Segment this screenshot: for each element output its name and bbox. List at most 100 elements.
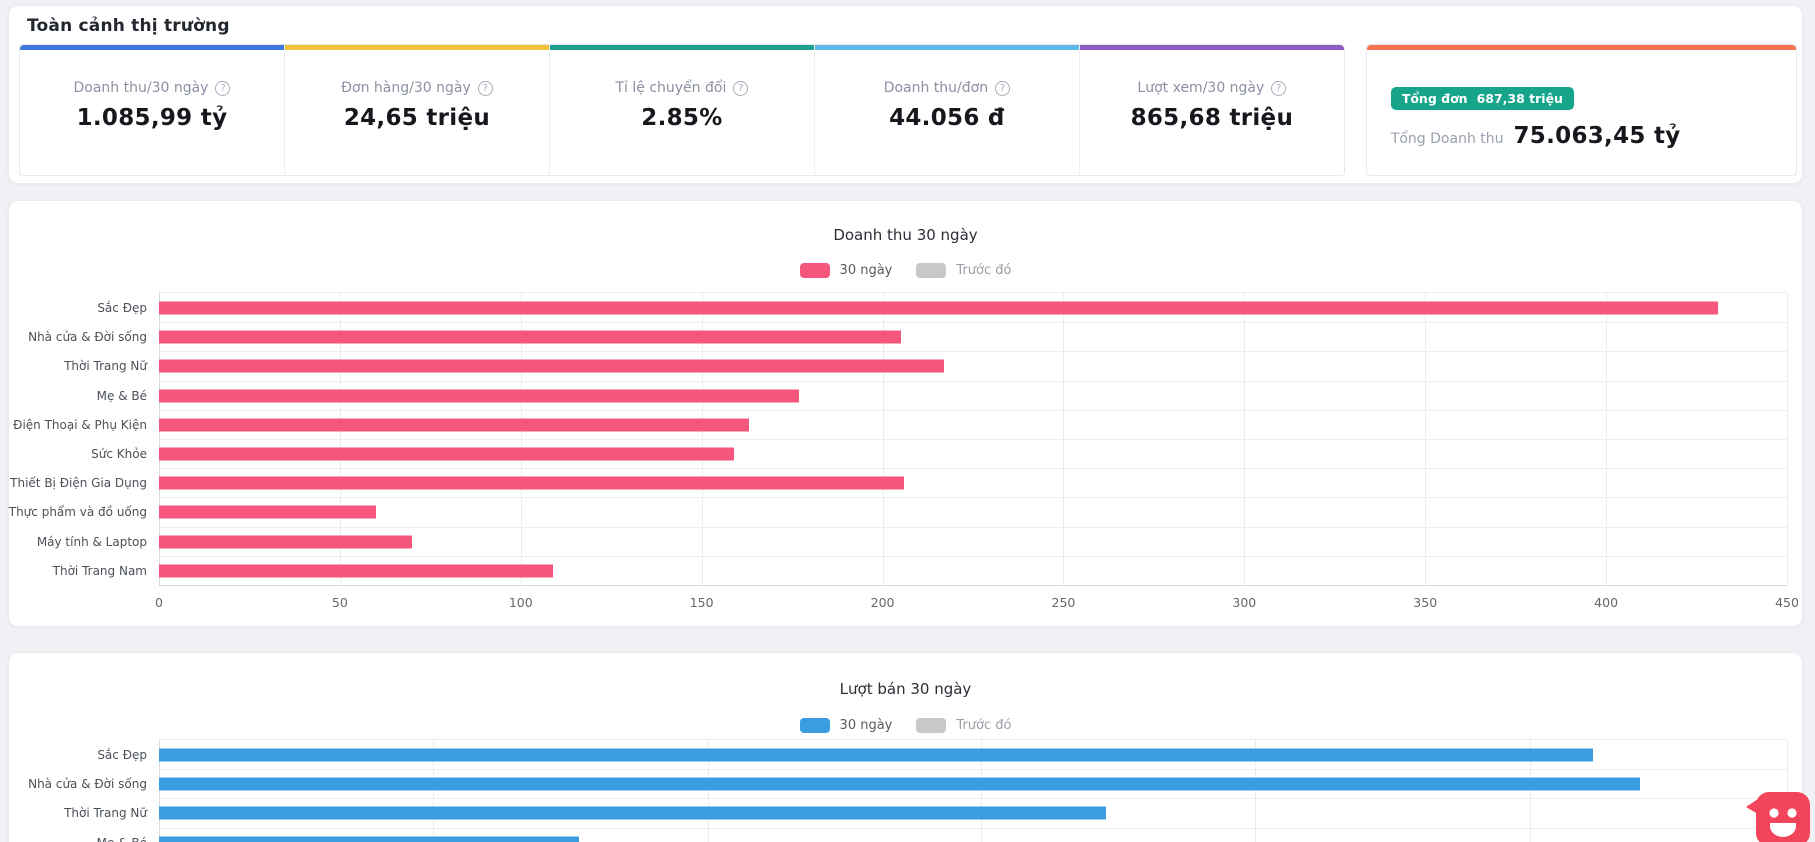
revenue-chart-title: Doanh thu 30 ngày — [833, 226, 978, 244]
revenue-chart-panel: Doanh thu 30 ngày 30 ngày Trước đó Sắc Đ… — [8, 200, 1803, 627]
sales-chart-legend: 30 ngày Trước đó — [9, 718, 1802, 733]
kpi-accent-strip — [1079, 45, 1344, 50]
kpi-accent-strip — [284, 45, 549, 50]
help-icon[interactable]: ? — [995, 80, 1011, 96]
kpi-value: 865,68 triệu — [1130, 105, 1294, 131]
legend-swatch-current[interactable] — [799, 718, 830, 733]
legend-label-current[interactable]: 30 ngày — [839, 718, 893, 733]
sales-chart-panel: Lượt bán 30 ngày 30 ngày Trước đó Sắc Đẹ… — [8, 652, 1803, 842]
bar-70[interactable] — [159, 535, 413, 549]
bar-205[interactable] — [159, 330, 901, 344]
kpi-card-1: Đơn hàng/30 ngày? 24,65 triệu — [284, 45, 550, 175]
x-tick-label: 150 — [689, 594, 714, 610]
help-icon[interactable]: ? — [1271, 80, 1287, 96]
bar-91pct[interactable] — [159, 777, 1641, 791]
gridline — [1254, 740, 1256, 842]
kpi-value: 24,65 triệu — [343, 105, 491, 131]
bar-217[interactable] — [159, 359, 945, 373]
category-label: Thời Trang Nam — [52, 563, 147, 578]
total-orders-badge-label: Tổng đơn — [1401, 91, 1468, 106]
gridline — [981, 740, 983, 842]
kpi-value: 2.85% — [641, 105, 723, 131]
bar-26pct[interactable] — [159, 836, 580, 842]
help-icon[interactable]: ? — [733, 80, 749, 96]
gridline — [1787, 293, 1788, 585]
chart-row: Sắc Đẹp — [97, 740, 1787, 769]
revenue-chart-plot: Sắc Đẹp Nhà cửa & Đời sống Thời Trang Nữ Mẹ… — [9, 292, 1788, 586]
market-overview-panel: Toàn cảnh thị trường Doanh thu/30 ngày? 1… — [8, 5, 1803, 184]
kpi-card-4: Lượt xem/30 ngày? 865,68 triệu — [1079, 45, 1344, 175]
chart-row: Thời Trang Nam — [53, 555, 1787, 585]
total-revenue-label: Tổng Doanh thu — [1390, 131, 1504, 147]
x-tick-label: 100 — [508, 594, 533, 610]
category-label: Mẹ & Bé — [97, 836, 147, 842]
legend-swatch-current[interactable] — [799, 263, 830, 278]
gridline — [432, 740, 434, 842]
bar-163[interactable] — [159, 418, 749, 432]
category-label: Nhà cửa & Đời sống — [28, 330, 147, 345]
sales-chart-plot: Sắc Đẹp Nhà cửa & Đời sống Thời Trang Nữ Mẹ… — [28, 739, 1788, 842]
kpi-label: Doanh thu/đơn? — [884, 80, 1011, 96]
bar-431[interactable] — [159, 301, 1719, 315]
x-tick-label: 300 — [1232, 594, 1257, 610]
chart-row: Điện Thoại & Phụ Kiện — [13, 409, 1787, 439]
total-orders-badge-value: 687,38 triệu — [1476, 91, 1563, 106]
kpi-accent-strip — [814, 45, 1079, 50]
total-revenue-value: 75.063,45 tỷ — [1513, 123, 1681, 149]
bar-159[interactable] — [159, 447, 735, 461]
gridline — [707, 740, 709, 842]
category-label: Thiết Bị Điện Gia Dụng — [10, 476, 147, 491]
kpi-label: Doanh thu/30 ngày? — [74, 80, 231, 96]
kpi-label: Tỉ lệ chuyển đổi? — [615, 80, 749, 96]
chat-smiley-icon — [1746, 792, 1810, 842]
kpi-accent-strip — [20, 45, 284, 50]
bar-177[interactable] — [159, 389, 800, 403]
category-label: Điện Thoại & Phụ Kiện — [13, 417, 147, 432]
revenue-chart-x-axis: 0 50 100 150 200 250 300 350 400 450 — [155, 586, 1799, 612]
x-tick-label: 50 — [331, 594, 348, 610]
kpi-accent-strip — [549, 45, 814, 50]
category-label: Nhà cửa & Đời sống — [28, 777, 147, 792]
kpi-label: Đơn hàng/30 ngày? — [341, 80, 493, 96]
gridline — [159, 740, 160, 842]
legend-swatch-previous[interactable] — [916, 263, 947, 278]
category-label: Thời Trang Nữ — [64, 359, 147, 374]
bar-109[interactable] — [159, 564, 554, 578]
legend-label-current[interactable]: 30 ngày — [839, 263, 893, 278]
legend-label-previous[interactable]: Trước đó — [956, 263, 1012, 278]
bar-88pct[interactable] — [159, 748, 1594, 762]
gridline — [1529, 740, 1531, 842]
page-title: Toàn cảnh thị trường — [27, 16, 230, 36]
category-label: Sắc Đẹp — [97, 747, 147, 762]
chat-widget-button[interactable] — [1746, 790, 1812, 842]
legend-label-previous[interactable]: Trước đó — [956, 718, 1012, 733]
kpi-card-2: Tỉ lệ chuyển đổi? 2.85% — [549, 45, 815, 175]
gridline — [1787, 740, 1788, 842]
chart-row: Mẹ & Bé — [97, 827, 1787, 842]
total-card-accent-strip — [1366, 45, 1796, 50]
bar-58pct[interactable] — [159, 806, 1107, 820]
category-label: Mẹ & Bé — [96, 388, 147, 403]
chart-row: Nhà cửa & Đời sống — [28, 769, 1787, 798]
kpi-card-group: Doanh thu/30 ngày? 1.085,99 tỷ Đơn hàng/30… — [19, 44, 1345, 176]
chart-row: Nhà cửa & Đời sống — [28, 322, 1787, 351]
help-icon[interactable]: ? — [477, 80, 493, 96]
bar-206[interactable] — [159, 476, 905, 490]
bar-60[interactable] — [159, 505, 377, 519]
chart-row: Mẹ & Bé — [97, 380, 1787, 410]
total-revenue-row: Tổng Doanh thu 75.063,45 tỷ — [1391, 123, 1796, 149]
x-tick-label: 250 — [1051, 594, 1076, 610]
x-tick-label: 400 — [1594, 594, 1619, 610]
total-orders-badge: Tổng đơn 687,38 triệu — [1390, 87, 1574, 110]
chart-row: Thời Trang Nữ — [64, 798, 1787, 827]
help-icon[interactable]: ? — [215, 80, 231, 96]
chart-row: Sức Khỏe — [91, 438, 1787, 468]
chart-row: Thời Trang Nữ — [64, 351, 1787, 380]
kpi-label: Lượt xem/30 ngày? — [1137, 80, 1287, 96]
kpi-card-3: Doanh thu/đơn? 44.056 đ — [814, 45, 1080, 175]
legend-swatch-previous[interactable] — [916, 718, 947, 733]
kpi-value: 44.056 đ — [889, 105, 1005, 131]
revenue-chart-legend: 30 ngày Trước đó — [9, 263, 1802, 278]
x-tick-label: 450 — [1775, 594, 1799, 610]
chart-row: Thiết Bị Điện Gia Dụng — [10, 468, 1787, 497]
